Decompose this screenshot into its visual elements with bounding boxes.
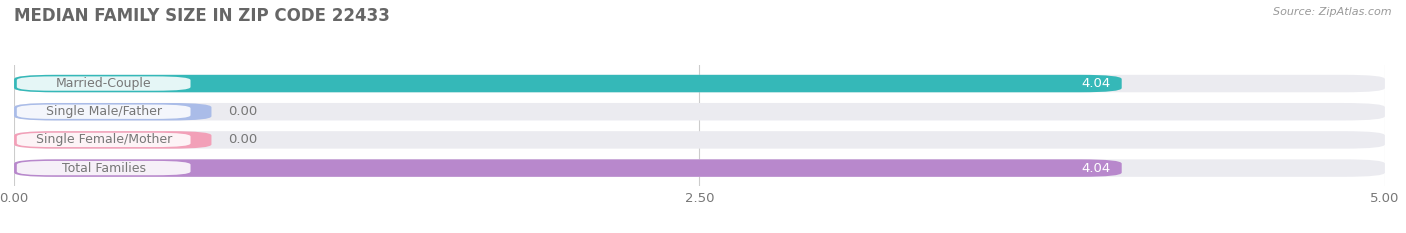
Text: Total Families: Total Families <box>62 161 146 175</box>
Text: 4.04: 4.04 <box>1081 77 1111 90</box>
Text: Single Male/Father: Single Male/Father <box>45 105 162 118</box>
Text: 0.00: 0.00 <box>228 134 257 146</box>
FancyBboxPatch shape <box>14 159 1385 177</box>
FancyBboxPatch shape <box>14 103 211 120</box>
Text: MEDIAN FAMILY SIZE IN ZIP CODE 22433: MEDIAN FAMILY SIZE IN ZIP CODE 22433 <box>14 7 389 25</box>
FancyBboxPatch shape <box>14 75 1385 92</box>
FancyBboxPatch shape <box>14 159 1122 177</box>
Text: 4.04: 4.04 <box>1081 161 1111 175</box>
FancyBboxPatch shape <box>17 76 191 91</box>
FancyBboxPatch shape <box>14 131 211 149</box>
FancyBboxPatch shape <box>17 133 191 147</box>
FancyBboxPatch shape <box>17 161 191 175</box>
Text: 0.00: 0.00 <box>228 105 257 118</box>
FancyBboxPatch shape <box>14 103 1385 120</box>
Text: Single Female/Mother: Single Female/Mother <box>35 134 172 146</box>
Text: Source: ZipAtlas.com: Source: ZipAtlas.com <box>1274 7 1392 17</box>
Text: Married-Couple: Married-Couple <box>56 77 152 90</box>
FancyBboxPatch shape <box>17 105 191 119</box>
FancyBboxPatch shape <box>14 131 1385 149</box>
FancyBboxPatch shape <box>14 75 1122 92</box>
